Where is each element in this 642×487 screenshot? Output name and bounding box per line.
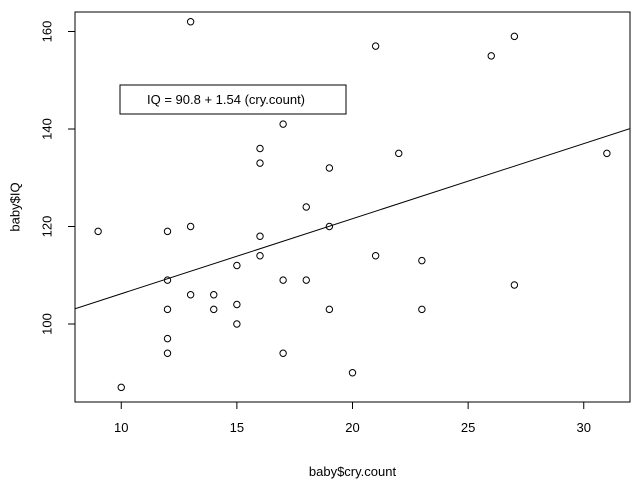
x-tick-label: 10 [114,420,128,435]
data-point [233,261,241,270]
data-point [117,383,125,392]
data-point [418,305,426,314]
data-point [325,305,334,314]
data-point [163,276,172,284]
data-point [371,42,380,50]
data-point [279,120,287,128]
plot-frame [74,11,631,403]
y-axis-title: baby$IQ [8,182,23,231]
plot-layer [75,18,630,392]
regression-line [75,128,630,310]
data-point [256,252,264,260]
data-point [186,291,195,299]
data-point [210,291,218,299]
data-point [256,232,264,240]
y-axis: 100 120 140 160 [40,21,75,335]
data-point [233,300,241,309]
data-point [233,320,241,328]
data-point [94,227,102,236]
data-point [348,369,357,377]
data-point [395,149,403,158]
data-point [302,203,310,211]
x-tick-label: 20 [345,420,359,435]
x-axis: 10 15 20 25 30 [114,402,591,435]
data-point [163,334,172,343]
data-point [510,32,519,41]
data-point [371,252,380,260]
data-point [510,281,519,289]
data-point [210,305,218,314]
data-point [163,349,172,357]
data-point [186,222,195,231]
data-point [603,149,611,158]
x-tick-label: 30 [577,420,591,435]
x-tick-label: 15 [230,420,244,435]
data-point [279,276,287,284]
data-point [279,349,287,357]
x-tick-label: 25 [461,420,475,435]
y-tick-label: 120 [40,216,55,238]
data-point [325,164,334,172]
legend: IQ = 90.8 + 1.54 (cry.count) [119,84,347,115]
legend-box [119,84,347,115]
y-tick-label: 100 [40,313,55,335]
y-tick-label: 160 [40,21,55,43]
data-point [325,222,334,231]
x-axis-title: baby$cry.count [309,464,397,479]
data-point [163,227,172,236]
legend-text: IQ = 90.8 + 1.54 (cry.count) [147,92,305,107]
data-point [256,159,264,167]
data-point [256,144,264,153]
data-point [418,256,426,265]
y-tick-label: 140 [40,118,55,140]
data-point [302,276,310,284]
data-point [163,305,172,314]
data-point [487,52,495,60]
data-point [186,18,195,26]
